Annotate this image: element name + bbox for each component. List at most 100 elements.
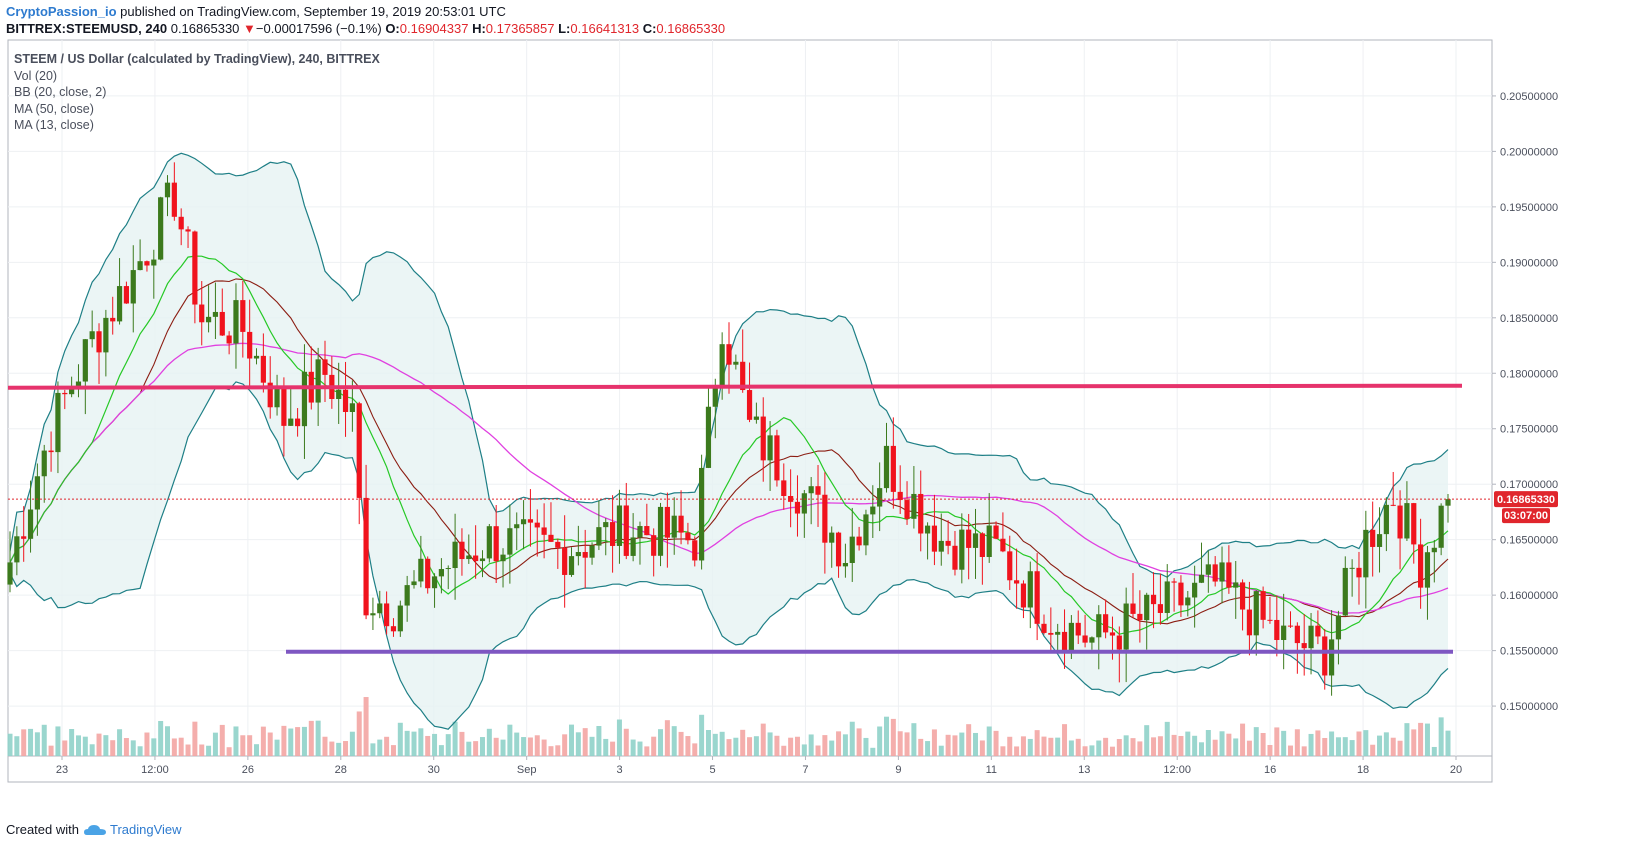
candle-body (1061, 631, 1068, 651)
volume-bar (527, 737, 533, 756)
volume-bar (712, 733, 718, 756)
candle-body (849, 536, 855, 563)
candle-body (1308, 625, 1314, 649)
candle-body (151, 259, 157, 266)
volume-bar (1329, 731, 1335, 756)
candle-body (212, 311, 219, 317)
volume-bar (425, 735, 431, 756)
volume-bar (1281, 730, 1287, 756)
volume-bar (541, 739, 547, 756)
volume-bar (1109, 746, 1115, 756)
candle-body (240, 300, 246, 332)
candle-body (253, 355, 260, 359)
volume-bar (445, 734, 451, 756)
volume-bar (363, 697, 369, 756)
legend-bollinger[interactable]: BB (20, close, 2) (14, 85, 107, 99)
candle-body (897, 491, 903, 501)
volume-bar (356, 711, 362, 756)
candle-body (1048, 632, 1054, 635)
candle-body (158, 197, 164, 260)
volume-bar (500, 739, 506, 756)
candle-body (1370, 529, 1376, 547)
candle-body (281, 387, 287, 426)
candle-body (370, 613, 376, 616)
high-value: 0.17365857 (485, 21, 555, 36)
candle-body (21, 536, 27, 539)
volume-bar (815, 745, 821, 756)
volume-bar (473, 741, 479, 756)
candle-body (192, 231, 198, 305)
chart-title: STEEM / US Dollar (calculated by Trading… (14, 52, 380, 66)
low-label: L: (558, 21, 571, 36)
volume-bar (1027, 738, 1033, 756)
x-tick-label: Sep (517, 764, 537, 776)
volume-bar (1000, 746, 1006, 756)
candle-body (1445, 499, 1451, 506)
volume-bar (1356, 731, 1362, 756)
volume-bar (863, 737, 869, 756)
legend-ma50[interactable]: MA (50, close) (14, 101, 94, 116)
candle-body (1082, 635, 1088, 643)
volume-bar (1370, 744, 1376, 756)
volume-bar (247, 735, 253, 756)
candle-body (1246, 609, 1253, 636)
volume-bar (849, 721, 855, 756)
volume-bar (822, 735, 828, 756)
volume-bar (1055, 737, 1061, 756)
volume-bar (103, 735, 109, 756)
volume-bar (1007, 736, 1013, 756)
y-tick-label: 0.16000000 (1500, 590, 1558, 602)
x-tick-label: 23 (56, 764, 68, 776)
candle-body (1411, 503, 1417, 545)
candle-body (130, 270, 136, 304)
volume-bar (14, 736, 20, 756)
candle-body (315, 359, 321, 403)
volume-bar (897, 731, 903, 756)
volume-bar (1363, 730, 1369, 756)
candle-body (699, 467, 705, 561)
candle-body (829, 532, 835, 543)
candle-body (1253, 591, 1259, 636)
volume-bar (986, 726, 992, 756)
candle-body (609, 522, 616, 546)
candle-body (267, 382, 273, 408)
candle-body (473, 555, 479, 562)
candle-body (144, 261, 150, 266)
volume-bar (1397, 740, 1403, 756)
volume-bar (151, 738, 157, 756)
candle-body (1226, 562, 1232, 588)
bollinger-band-fill (10, 153, 1448, 730)
volume-bar (569, 724, 575, 756)
volume-bar (1137, 741, 1143, 756)
last-price: 0.16865330 (170, 21, 240, 36)
author-link[interactable]: CryptoPassion_io (6, 4, 117, 19)
x-tick-label: 28 (335, 764, 347, 776)
legend-volume[interactable]: Vol (20) (14, 68, 58, 83)
y-tick-label: 0.18500000 (1500, 313, 1558, 325)
tradingview-link[interactable]: TradingView (109, 822, 182, 837)
candle-body (425, 558, 431, 589)
volume-bar (1192, 735, 1198, 756)
volume-bar (1424, 723, 1430, 756)
volume-bar (486, 728, 492, 756)
volume-bar (260, 726, 266, 756)
volume-bar (685, 736, 691, 756)
published-text: published on TradingView.com, September … (120, 4, 506, 19)
x-tick-label: 7 (802, 764, 808, 776)
candle-body (520, 519, 527, 525)
candle-body (945, 540, 951, 546)
candle-body (733, 361, 739, 365)
volume-bar (432, 733, 438, 756)
candle-body (452, 541, 458, 569)
candle-body (322, 359, 328, 375)
candle-body (575, 552, 581, 557)
candle-body (336, 389, 342, 400)
candle-body (1431, 547, 1437, 553)
candle-body (979, 533, 985, 557)
legend-ma13[interactable]: MA (13, close) (14, 118, 94, 132)
tradingview-cloud-icon (83, 824, 106, 835)
volume-bar (240, 735, 246, 756)
candle-body (1109, 632, 1116, 636)
candle-body (1424, 552, 1431, 588)
